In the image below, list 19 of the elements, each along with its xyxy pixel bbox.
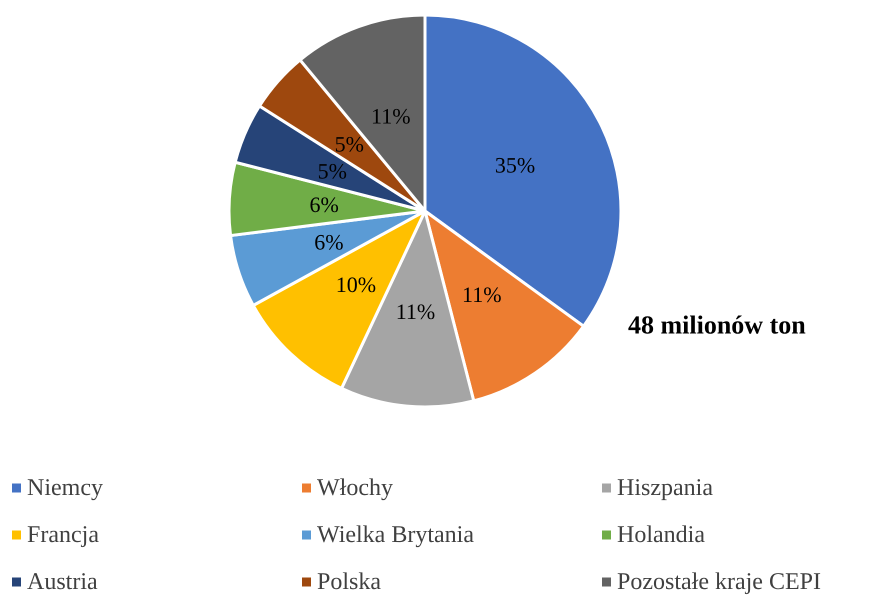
data-label: 6% — [314, 230, 344, 255]
legend-label: Francja — [27, 522, 100, 548]
data-label: 35% — [494, 152, 536, 178]
legend-label: Wielka Brytania — [317, 522, 474, 548]
text: 48 milionów ton — [628, 310, 806, 340]
legend-label: Polska — [317, 569, 382, 595]
legend-label: Pozostałe kraje CEPI — [617, 569, 821, 595]
data-label: 6% — [310, 192, 339, 218]
data-label: 11% — [371, 103, 411, 128]
legend-label: Hiszpania — [617, 475, 714, 501]
data-label: 11% — [396, 299, 436, 324]
data-label: 5% — [318, 158, 347, 184]
data-label: 5% — [334, 132, 364, 157]
legend-label: Włochy — [317, 475, 393, 501]
data-label: 11% — [462, 282, 502, 308]
legend-label: Holandia — [617, 522, 706, 548]
legend-label: Niemcy — [27, 475, 103, 501]
legend-label: Austria — [27, 569, 98, 595]
data-label: 10% — [336, 272, 376, 298]
